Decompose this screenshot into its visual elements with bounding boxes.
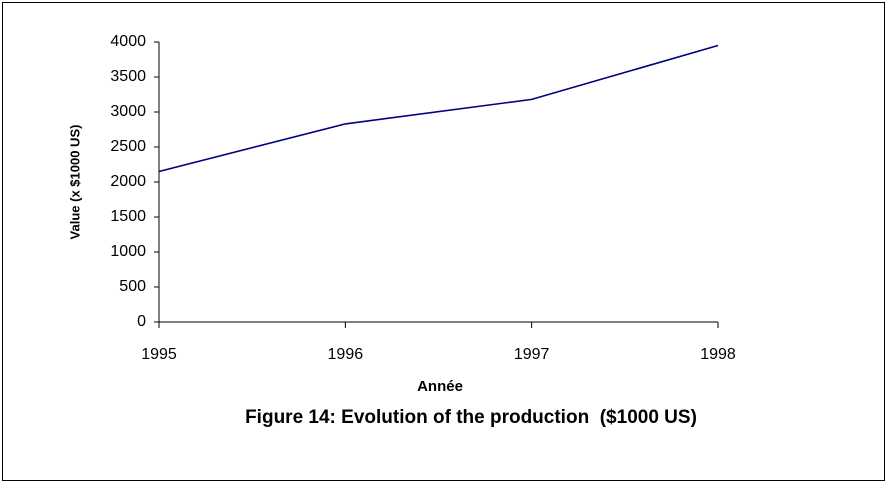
y-tick-label: 4000 (110, 33, 146, 50)
chart-title: Figure 14: Evolution of the production (… (245, 407, 697, 428)
y-tick-label: 1000 (110, 243, 146, 260)
y-tick-label: 500 (119, 278, 146, 295)
y-tick-label: 1500 (110, 208, 146, 225)
x-tick-label: 1997 (514, 346, 550, 363)
y-tick-label: 2000 (110, 173, 146, 190)
y-tick-label: 3500 (110, 68, 146, 85)
y-tick-label: 0 (137, 313, 146, 330)
x-tick-label: 1995 (141, 346, 177, 363)
x-tick-label: 1998 (700, 346, 736, 363)
x-axis-label: Année (417, 378, 463, 395)
y-tick-label: 2500 (110, 138, 146, 155)
x-tick-label: 1996 (328, 346, 364, 363)
y-axis-label: Value (x $1000 US) (67, 125, 82, 240)
y-tick-label: 3000 (110, 103, 146, 120)
chart-frame (2, 2, 885, 481)
line-series (158, 44, 719, 173)
